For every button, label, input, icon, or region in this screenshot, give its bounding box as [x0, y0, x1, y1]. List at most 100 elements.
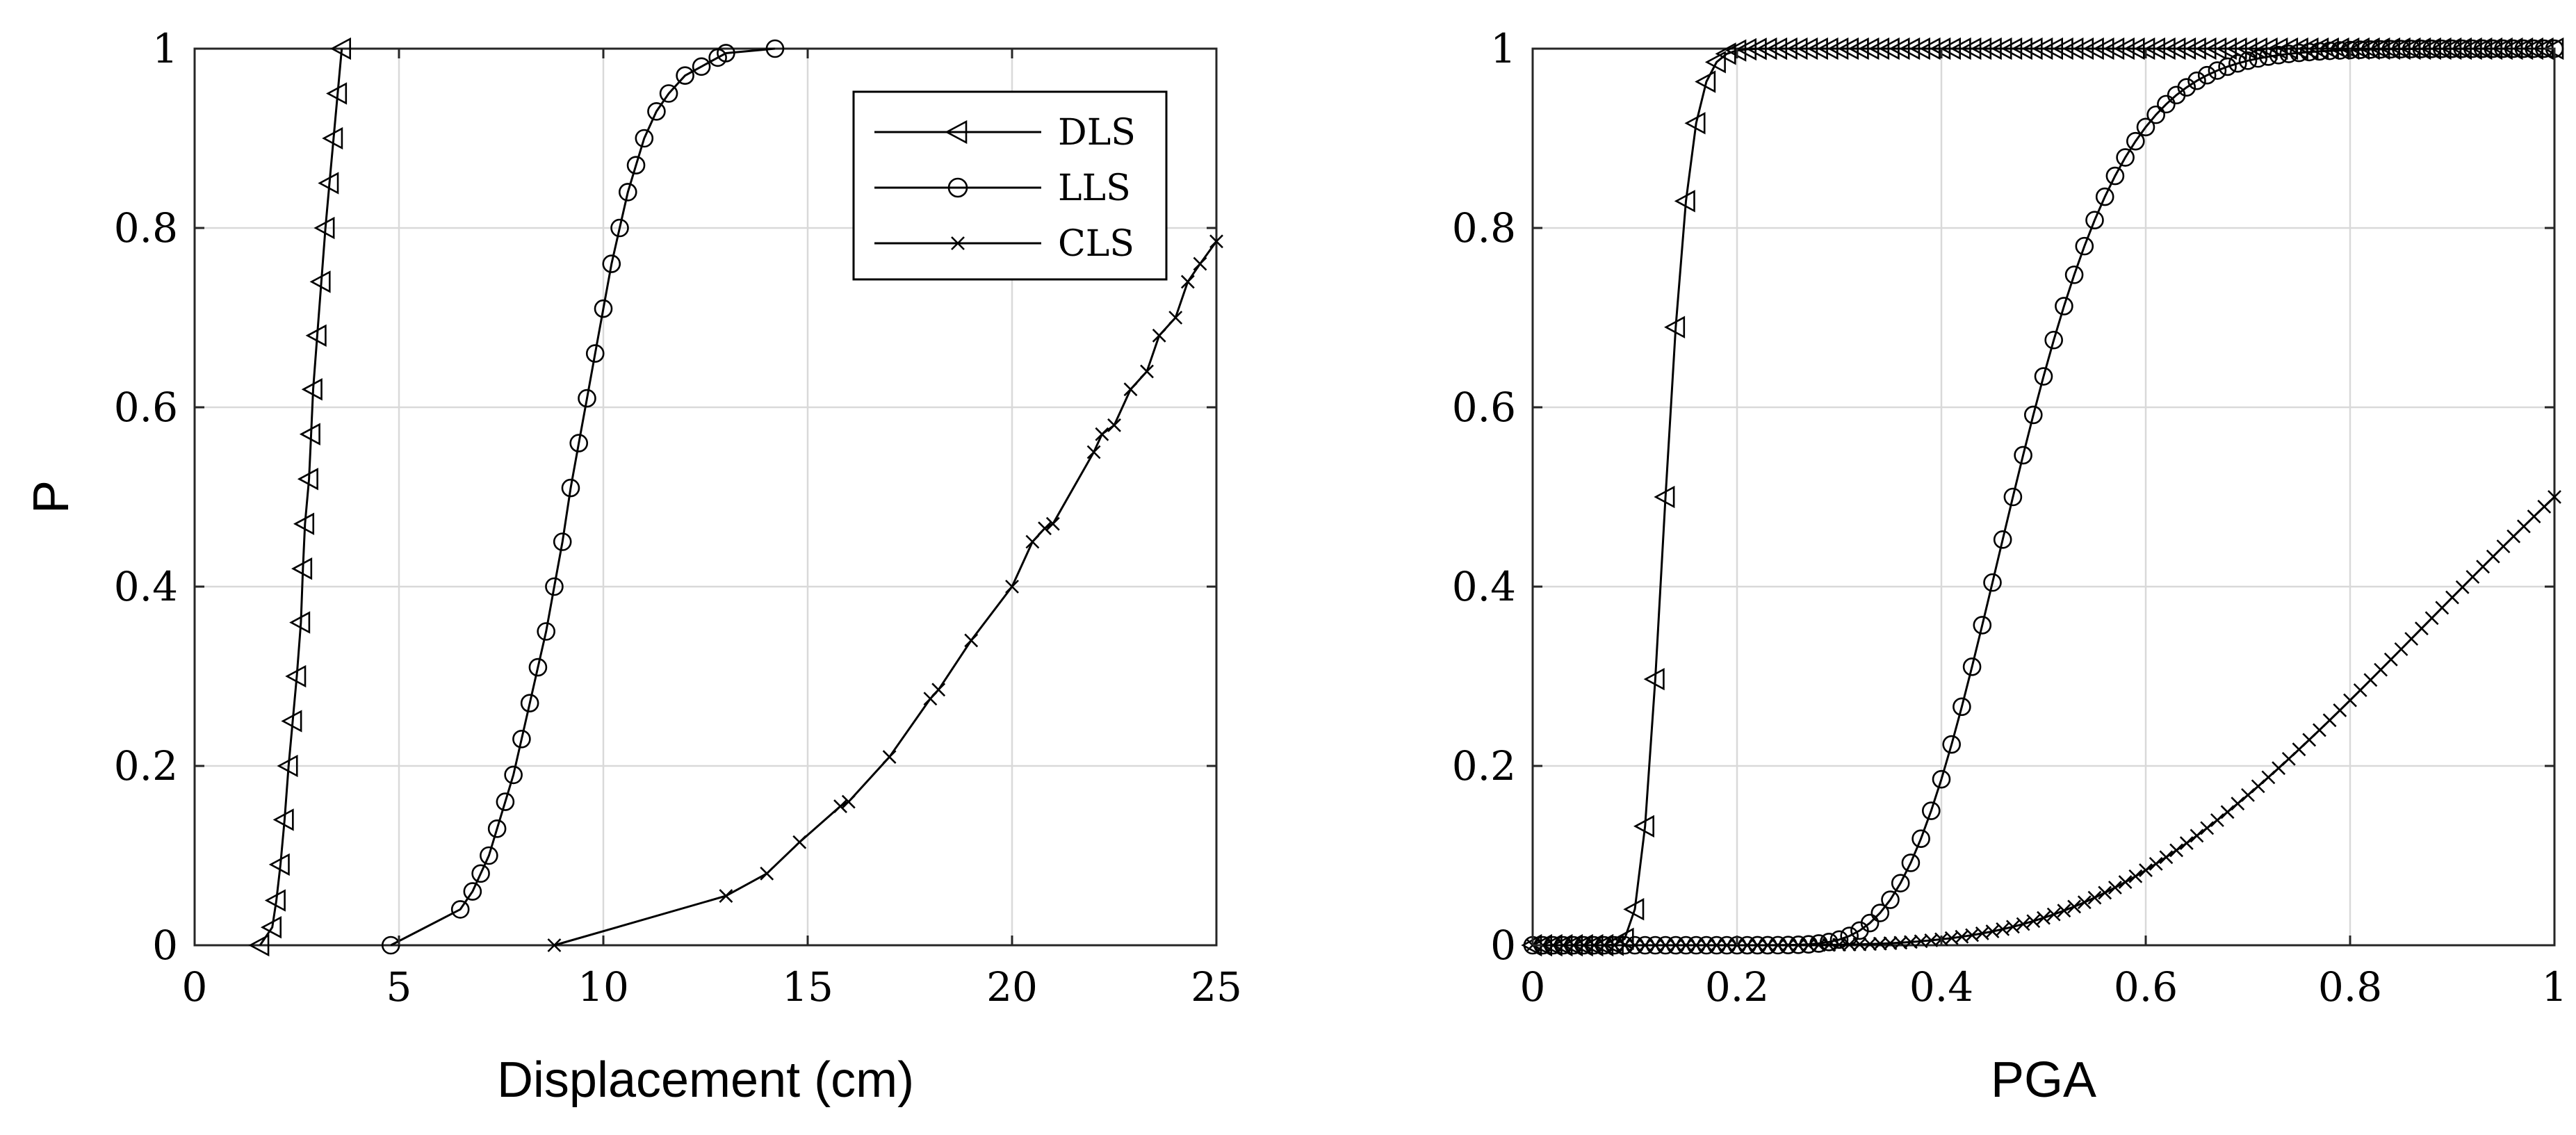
data-point-dls-right	[1797, 37, 1818, 60]
data-point-cls-right	[1566, 938, 1581, 952]
data-point-cls-right	[2220, 805, 2235, 819]
data-point-dls-right	[1980, 37, 2002, 60]
data-point-dls-right	[2165, 37, 2186, 60]
data-point-dls-left	[326, 82, 348, 105]
data-point-lls-left	[480, 846, 498, 865]
y-tick-label-right: 0.8	[1452, 204, 1516, 252]
data-point-cls-right	[1709, 938, 1724, 952]
data-point-lls-left	[553, 532, 572, 551]
data-point-lls-right	[2177, 78, 2196, 97]
data-point-cls-right	[2016, 917, 2030, 931]
data-point-cls-left	[719, 889, 733, 903]
data-point-dls-right	[2256, 37, 2278, 60]
data-point-cls-right	[2118, 875, 2133, 889]
data-point-dls-right	[2113, 37, 2135, 60]
data-point-dls-right	[2062, 37, 2084, 60]
data-point-dls-right	[2001, 37, 2023, 60]
data-point-cls-right	[2231, 797, 2245, 811]
data-point-lls-right	[2064, 266, 2084, 284]
y-tick-label-left: 1	[152, 25, 178, 72]
data-point-dls-right	[1684, 112, 1706, 135]
data-point-dls-right	[2267, 37, 2288, 60]
data-point-lls-left	[463, 882, 482, 901]
data-point-cls-left	[547, 938, 562, 952]
data-point-cls-left	[1095, 427, 1109, 441]
data-point-lls-right	[2494, 39, 2513, 58]
data-point-lls-left	[635, 129, 654, 148]
legend-entry-lls: LLS	[874, 168, 1131, 209]
data-point-cls-right	[1863, 937, 1877, 952]
data-point-dls-right	[1735, 38, 1756, 61]
data-point-lls-left	[647, 102, 666, 121]
y-tick-label-right: 0.4	[1452, 563, 1516, 610]
data-point-lls-right	[1942, 735, 1961, 754]
data-point-cls-right	[2057, 904, 2071, 918]
data-point-dls-left	[281, 710, 302, 733]
data-point-lls-right	[2422, 40, 2441, 58]
data-point-dls-right	[2103, 37, 2125, 60]
data-point-cls-right	[1720, 938, 1734, 952]
data-point-cls-right	[1801, 938, 1816, 952]
x-tick-label-right: 1	[2542, 963, 2568, 1011]
data-point-dls-right	[1654, 485, 1675, 509]
ticks-left: 0 5 10 15 20 25 0 0.2 0.4 0.6 0.8 1	[114, 25, 1242, 1011]
data-point-dls-right	[1643, 667, 1665, 691]
data-point-cls-left	[1123, 382, 1138, 397]
data-point-lls-left	[569, 434, 589, 452]
data-point-dls-right	[1704, 51, 1726, 74]
data-point-lls-right	[2453, 39, 2472, 58]
data-point-lls-right	[2331, 41, 2349, 60]
data-point-dls-right	[2032, 37, 2053, 60]
data-point-dls-right	[1858, 37, 1880, 60]
data-point-dls-right	[2236, 37, 2258, 60]
data-point-cls-right	[1770, 938, 1785, 952]
x-axis-label-right: PGA	[1991, 1052, 2096, 1108]
data-point-cls-right	[1679, 938, 1693, 952]
series-line-cls-left	[553, 240, 1218, 947]
data-point-cls-right	[1822, 938, 1836, 952]
ticks-right: 0 0.2 0.4 0.6 0.8 1 0 0.2 0.4 0.6 0.8 1	[1452, 25, 2568, 1011]
data-point-lls-right	[1983, 573, 2002, 592]
data-point-cls-right	[2005, 920, 2020, 934]
legend-marker-lls	[947, 177, 968, 198]
data-point-cls-left	[1045, 516, 1060, 531]
data-point-lls-right	[1860, 913, 1880, 933]
data-point-lls-left	[676, 66, 694, 85]
data-point-lls-right	[2055, 297, 2073, 316]
data-point-dls-right	[1991, 37, 2012, 60]
data-point-dls-right	[1909, 37, 1930, 60]
data-point-cls-right	[1658, 938, 1673, 952]
data-point-cls-right	[1648, 938, 1663, 952]
data-point-dls-left	[248, 933, 270, 957]
data-point-cls-left	[1086, 445, 1101, 459]
x-tick-label-left: 15	[782, 963, 833, 1011]
data-point-lls-left	[692, 57, 711, 76]
data-point-dls-right	[2185, 37, 2206, 60]
data-point-dls-left	[264, 889, 286, 912]
x-tick-label-right: 0.4	[1909, 963, 1973, 1011]
data-point-dls-right	[1950, 37, 1971, 60]
data-point-lls-right	[2525, 39, 2543, 58]
data-point-lls-right	[2402, 40, 2421, 58]
data-point-lls-right	[2157, 95, 2176, 114]
data-point-cls-right	[2108, 881, 2122, 895]
data-point-lls-left	[450, 900, 470, 919]
data-point-dls-left	[309, 270, 331, 293]
data-point-dls-right	[2123, 37, 2145, 60]
data-point-lls-right	[2290, 43, 2308, 63]
data-point-cls-right	[2087, 890, 2102, 905]
data-point-dls-left	[277, 754, 298, 778]
data-point-cls-right	[2128, 869, 2143, 883]
data-point-lls-right	[2218, 57, 2237, 76]
data-point-cls-right	[2149, 856, 2163, 871]
y-tick-label-left: 0.8	[114, 204, 178, 252]
series-dls-right	[1521, 37, 2564, 957]
data-point-cls-left	[964, 633, 979, 648]
data-point-dls-right	[2052, 37, 2073, 60]
data-point-cls-left	[841, 794, 856, 809]
data-point-lls-left	[765, 39, 785, 58]
data-point-cls-right	[1587, 938, 1601, 952]
data-point-lls-left	[520, 694, 539, 713]
data-point-dls-right	[1868, 37, 1890, 60]
data-point-lls-left	[610, 218, 629, 238]
